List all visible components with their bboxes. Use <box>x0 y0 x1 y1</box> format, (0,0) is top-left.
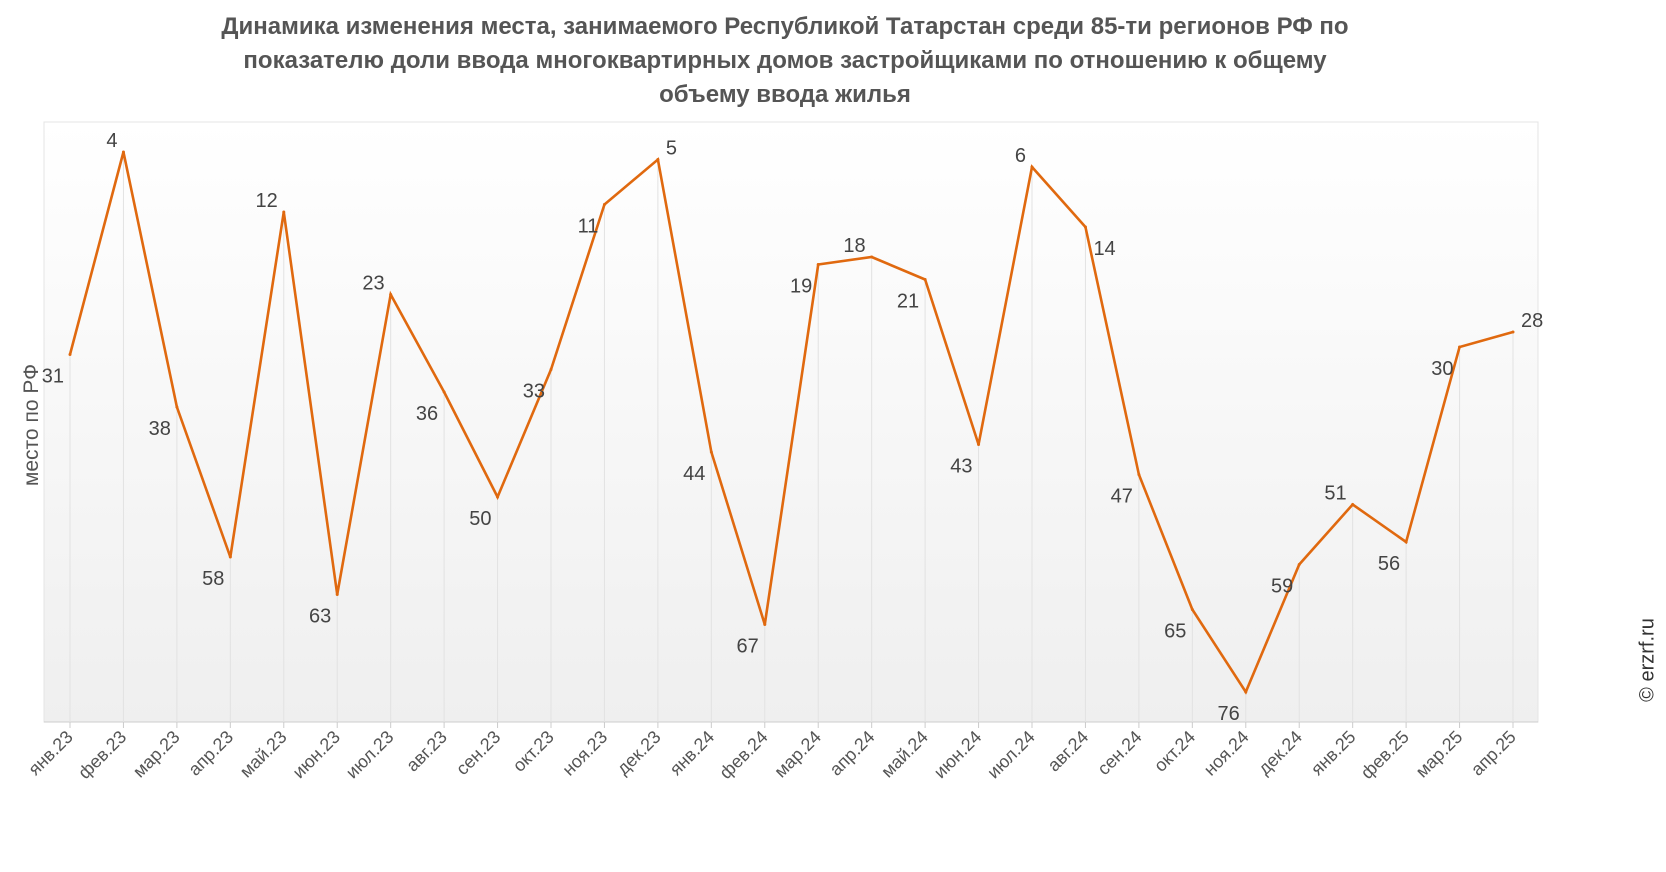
x-tick-label: мар.25 <box>1412 727 1467 782</box>
x-tick-label: июн.23 <box>289 727 345 783</box>
x-tick-label: фев.23 <box>74 727 130 783</box>
data-point <box>549 368 553 371</box>
x-tick-label: сен.24 <box>1093 727 1145 779</box>
data-label: 21 <box>897 291 919 313</box>
data-label: 43 <box>950 456 972 478</box>
data-point <box>228 555 232 559</box>
data-point <box>1351 503 1355 506</box>
x-tick-label: янв.24 <box>666 727 719 780</box>
data-label: 56 <box>1378 553 1400 575</box>
x-tick-label: сен.23 <box>452 727 504 779</box>
series-line <box>68 151 1514 695</box>
data-label: 30 <box>1431 358 1453 380</box>
data-point <box>175 405 179 409</box>
data-point <box>923 278 927 281</box>
x-tick-label: фев.25 <box>1357 727 1413 783</box>
data-point <box>1511 330 1515 334</box>
data-label: 11 <box>578 216 599 238</box>
data-label: 14 <box>1093 238 1115 260</box>
data-label: 63 <box>309 606 331 628</box>
x-tick-label: окт.24 <box>1150 727 1199 776</box>
data-label: 5 <box>666 138 677 160</box>
data-label: 51 <box>1324 483 1346 505</box>
x-tick-label: июл.23 <box>342 727 398 783</box>
data-point <box>121 150 125 154</box>
data-label: 50 <box>469 508 491 530</box>
data-label: 31 <box>42 366 64 388</box>
data-label: 23 <box>362 273 384 295</box>
data-label: 12 <box>256 190 278 212</box>
data-point <box>389 293 393 296</box>
x-tick-label: фев.24 <box>715 727 771 783</box>
title-line: показателю доли ввода многоквартирных до… <box>243 47 1327 74</box>
x-tick-label: окт.23 <box>509 727 558 776</box>
data-point <box>602 203 606 206</box>
data-point <box>1030 165 1034 169</box>
x-tick-label: янв.25 <box>1307 727 1360 780</box>
data-point <box>68 353 72 356</box>
data-label: 28 <box>1521 310 1543 332</box>
data-label: 38 <box>149 418 171 440</box>
data-label: 47 <box>1111 486 1133 508</box>
data-label: 18 <box>843 235 865 257</box>
x-tick-label: мар.24 <box>770 727 825 782</box>
x-tick-label: ноя.24 <box>1200 727 1253 780</box>
data-point <box>1190 608 1194 611</box>
data-point <box>496 495 500 499</box>
data-label: 59 <box>1271 576 1293 598</box>
x-tick-label: апр.24 <box>826 727 879 780</box>
data-point <box>1458 345 1462 349</box>
x-tick-label: мар.23 <box>129 727 184 782</box>
data-point <box>1404 540 1408 544</box>
data-label: 6 <box>1015 145 1026 167</box>
data-point <box>977 443 981 446</box>
x-tick-label: апр.25 <box>1467 727 1520 780</box>
data-point <box>442 390 446 394</box>
x-tick-label: ноя.23 <box>558 727 611 780</box>
data-point <box>709 450 713 454</box>
data-point <box>816 263 820 266</box>
title-line: Динамика изменения места, занимаемого Ре… <box>221 13 1349 40</box>
x-tick-label: май.24 <box>877 727 932 782</box>
data-point <box>763 623 767 626</box>
data-label: 33 <box>523 381 545 403</box>
x-tick-label: дек.24 <box>1254 727 1306 779</box>
x-tick-label: июн.24 <box>930 727 986 783</box>
x-tick-label: июл.24 <box>983 727 1039 783</box>
data-point <box>1297 563 1301 566</box>
data-label: 65 <box>1164 621 1186 643</box>
data-label: 76 <box>1218 703 1240 725</box>
x-tick-label: янв.23 <box>24 727 77 780</box>
x-tick-label: дек.23 <box>613 727 665 779</box>
plot-area <box>43 121 1539 723</box>
data-label: 58 <box>202 568 224 590</box>
x-tick-label: авг.24 <box>1044 727 1093 776</box>
x-tick-label: авг.23 <box>402 727 451 776</box>
data-point <box>282 210 286 214</box>
x-tick-label: апр.23 <box>184 727 237 780</box>
chart-title: Динамика изменения места, занимаемого Ре… <box>0 10 1570 112</box>
data-label: 4 <box>106 130 117 152</box>
data-point <box>870 255 874 259</box>
data-point <box>1244 690 1248 694</box>
x-tick-label: май.23 <box>236 727 291 782</box>
data-point <box>1083 225 1087 229</box>
data-label: 67 <box>737 636 759 658</box>
data-label: 36 <box>416 403 438 425</box>
title-line: объему ввода жилья <box>659 81 911 108</box>
data-point <box>656 158 660 161</box>
data-point <box>1137 473 1141 476</box>
data-label: 44 <box>683 463 705 485</box>
data-point <box>335 593 339 596</box>
data-label: 19 <box>790 276 812 298</box>
